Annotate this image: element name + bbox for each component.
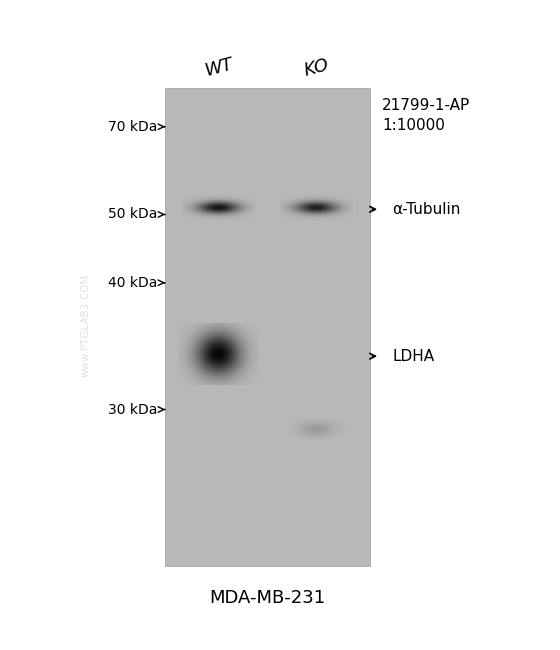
Text: www.PTGLAB3.COM: www.PTGLAB3.COM	[81, 274, 91, 376]
Text: 50 kDa: 50 kDa	[108, 207, 157, 222]
Text: MDA-MB-231: MDA-MB-231	[209, 589, 325, 607]
Text: 40 kDa: 40 kDa	[108, 276, 157, 290]
Text: LDHA: LDHA	[392, 348, 434, 364]
Text: WT: WT	[202, 55, 235, 80]
Text: 1:10000: 1:10000	[382, 118, 445, 133]
Text: 21799-1-AP: 21799-1-AP	[382, 98, 470, 113]
Text: 30 kDa: 30 kDa	[108, 402, 157, 417]
Text: KO: KO	[302, 56, 331, 80]
Text: α-Tubulin: α-Tubulin	[392, 202, 460, 217]
Text: 70 kDa: 70 kDa	[108, 120, 157, 134]
Bar	[165, 88, 370, 566]
